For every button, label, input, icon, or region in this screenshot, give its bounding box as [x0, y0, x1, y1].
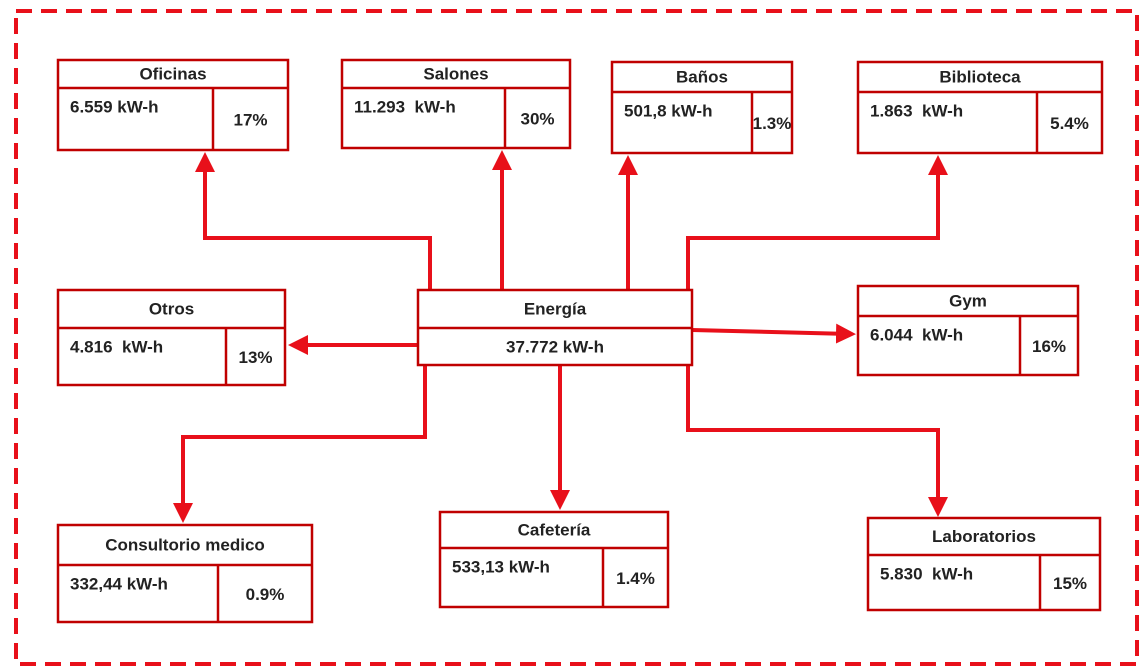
node: Baños 501,8 kW-h 1.3%	[610, 60, 794, 155]
node-share: 13%	[238, 348, 272, 367]
node-label: Laboratorios	[932, 527, 1036, 546]
center-value: 37.772 kW-h	[506, 337, 604, 356]
arrow	[173, 365, 427, 523]
node-share: 1.3%	[753, 114, 792, 133]
node-box	[856, 60, 1104, 155]
arrows	[173, 150, 948, 523]
node: Salones 11.293 kW-h 30%	[340, 58, 572, 150]
node-box	[866, 516, 1102, 612]
node: Oficinas 6.559 kW-h 17%	[56, 58, 290, 152]
node-box	[610, 60, 794, 155]
node: Laboratorios 5.830 kW-h 15%	[866, 516, 1102, 612]
arrow	[686, 365, 948, 517]
node-value: 11.293 kW-h	[354, 97, 456, 116]
node: Consultorio medico 332,44 kW-h 0.9%	[56, 523, 314, 624]
center-label: Energía	[524, 299, 587, 318]
center-node: Energía 37.772 kW-h	[416, 288, 694, 367]
node-share: 30%	[520, 109, 554, 128]
node-value: 501,8 kW-h	[624, 101, 712, 120]
node-label: Salones	[423, 64, 488, 83]
node-label: Baños	[676, 67, 728, 86]
node-box	[856, 284, 1080, 377]
node: Cafetería 533,13 kW-h 1.4%	[438, 510, 670, 609]
node-label: Otros	[149, 299, 194, 318]
arrow	[686, 155, 948, 290]
node-label: Gym	[949, 291, 987, 310]
node-value: 6.559 kW-h	[70, 97, 158, 116]
frame	[14, 9, 1139, 666]
node: Gym 6.044 kW-h 16%	[856, 284, 1080, 377]
node-box	[56, 288, 287, 387]
node-share: 1.4%	[616, 569, 655, 588]
node: Biblioteca 1.863 kW-h 5.4%	[856, 60, 1104, 155]
node-share: 15%	[1053, 574, 1087, 593]
nodes: Oficinas 6.559 kW-h 17% Salones 11.293 kW-h 3…	[56, 58, 1104, 624]
node-box	[56, 58, 290, 152]
node-share: 5.4%	[1050, 114, 1089, 133]
node-label: Cafetería	[518, 520, 591, 539]
node-box	[340, 58, 572, 150]
node-label: Consultorio medico	[105, 535, 265, 554]
node-share: 0.9%	[246, 585, 285, 604]
node-value: 5.830 kW-h	[880, 564, 973, 583]
node-share: 16%	[1032, 337, 1066, 356]
arrow	[691, 323, 856, 344]
node-box	[438, 510, 670, 609]
node-label: Oficinas	[139, 64, 206, 83]
node-value: 1.863 kW-h	[870, 101, 963, 120]
arrow	[195, 152, 432, 290]
node: Otros 4.816 kW-h 13%	[56, 288, 287, 387]
node-value: 6.044 kW-h	[870, 325, 963, 344]
node-label: Biblioteca	[939, 67, 1021, 86]
node-value: 332,44 kW-h	[70, 574, 168, 593]
node-box	[56, 523, 314, 624]
node-value: 4.816 kW-h	[70, 337, 163, 356]
node-value: 533,13 kW-h	[452, 557, 550, 576]
node-share: 17%	[233, 110, 267, 129]
